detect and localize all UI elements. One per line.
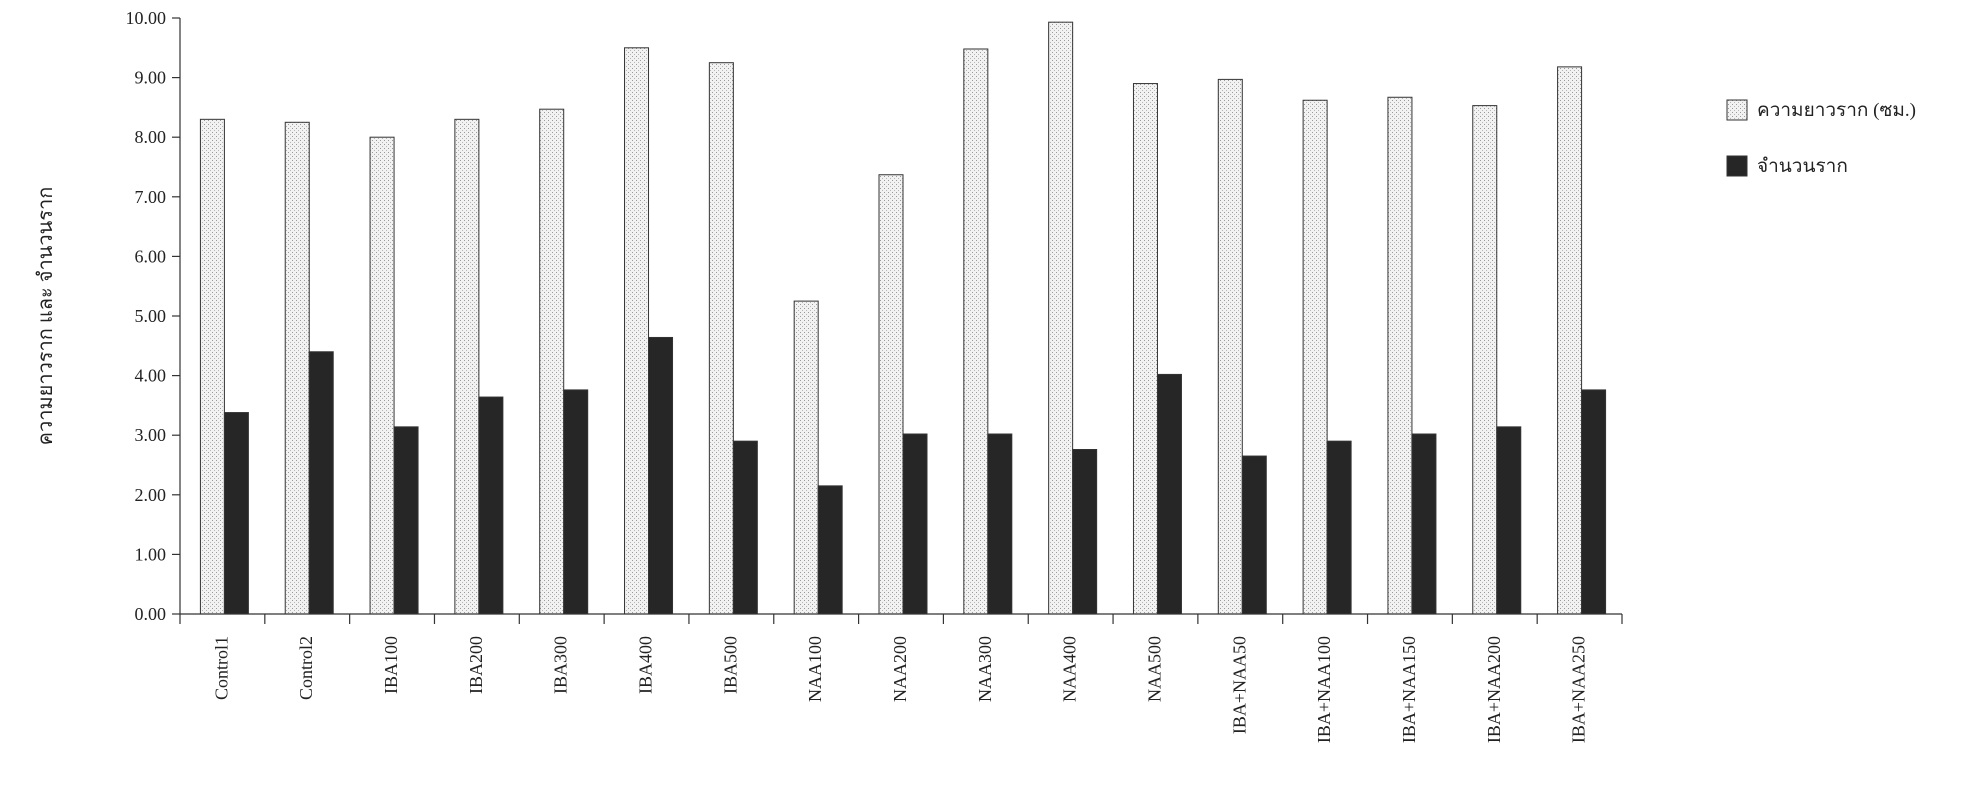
bar-root-count bbox=[563, 389, 589, 615]
x-tick-label: NAA400 bbox=[1060, 636, 1080, 702]
bar-root-length bbox=[1387, 96, 1413, 615]
bar-root-count bbox=[478, 396, 504, 615]
bar-root-length bbox=[1557, 66, 1583, 615]
x-tick-label: NAA100 bbox=[805, 636, 825, 702]
y-axis-title: ความยาวราก และ จำนวนราก bbox=[35, 187, 57, 446]
x-tick-label: IBA+NAA150 bbox=[1399, 636, 1419, 743]
y-tick-label: 1.00 bbox=[135, 544, 167, 564]
bar-root-count bbox=[393, 426, 419, 615]
x-tick-label: IBA400 bbox=[636, 636, 656, 694]
x-tick-label: IBA+NAA200 bbox=[1484, 636, 1504, 743]
bar-root-length bbox=[1048, 21, 1074, 615]
bar-root-length bbox=[963, 48, 989, 615]
x-tick-label: IBA+NAA250 bbox=[1569, 636, 1589, 743]
bar-root-length bbox=[199, 118, 225, 615]
x-tick-label: IBA200 bbox=[466, 636, 486, 694]
bar-root-length bbox=[708, 62, 734, 615]
y-tick-label: 4.00 bbox=[135, 366, 167, 386]
bar-root-length bbox=[1132, 83, 1158, 615]
x-tick-label: NAA200 bbox=[890, 636, 910, 702]
legend-label: จำนวนราก bbox=[1757, 156, 1848, 177]
bar-root-count bbox=[817, 485, 843, 615]
y-tick-label: 9.00 bbox=[135, 68, 167, 88]
y-tick-label: 8.00 bbox=[135, 127, 167, 147]
bar-root-count bbox=[1581, 389, 1607, 615]
y-tick-label: 5.00 bbox=[135, 306, 167, 326]
y-tick-label: 2.00 bbox=[135, 485, 167, 505]
y-tick-label: 7.00 bbox=[135, 187, 167, 207]
bar-root-length bbox=[624, 47, 650, 615]
x-tick-label: NAA300 bbox=[975, 636, 995, 702]
y-tick-label: 0.00 bbox=[135, 604, 167, 624]
bar-root-count bbox=[1241, 455, 1267, 615]
bar-root-count bbox=[732, 440, 758, 615]
x-tick-label: IBA300 bbox=[551, 636, 571, 694]
bar-root-count bbox=[902, 433, 928, 615]
x-tick-label: IBA100 bbox=[381, 636, 401, 694]
x-tick-label: IBA+NAA100 bbox=[1314, 636, 1334, 743]
bar-root-count bbox=[1496, 426, 1522, 615]
bar-root-length bbox=[878, 174, 904, 615]
x-tick-label: Control1 bbox=[211, 636, 231, 700]
y-tick-label: 6.00 bbox=[135, 246, 167, 266]
legend-swatch-root-length bbox=[1726, 99, 1748, 121]
legend-label: ความยาวราก (ซม.) bbox=[1757, 100, 1916, 121]
bar-root-count bbox=[1156, 373, 1182, 615]
x-tick-label: Control2 bbox=[296, 636, 316, 700]
bar-root-length bbox=[1217, 78, 1243, 615]
bar-root-length bbox=[793, 300, 819, 615]
bar-root-count bbox=[987, 433, 1013, 615]
bar-root-length bbox=[284, 121, 310, 615]
bar-root-length bbox=[1472, 105, 1498, 615]
bar-root-count bbox=[1072, 449, 1098, 615]
x-tick-label: IBA+NAA50 bbox=[1229, 636, 1249, 734]
bar-root-count bbox=[1411, 433, 1437, 615]
y-tick-label: 10.00 bbox=[126, 8, 167, 28]
bar-root-length bbox=[1302, 99, 1328, 615]
x-tick-label: NAA500 bbox=[1144, 636, 1164, 702]
bar-root-count bbox=[1326, 440, 1352, 615]
x-tick-label: IBA500 bbox=[720, 636, 740, 694]
bar-root-length bbox=[369, 136, 395, 615]
y-tick-label: 3.00 bbox=[135, 425, 167, 445]
legend-swatch-root-count bbox=[1726, 155, 1748, 177]
bar-root-count bbox=[223, 412, 249, 615]
bar-root-count bbox=[308, 351, 334, 615]
bar-root-length bbox=[539, 108, 565, 615]
bar-root-length bbox=[454, 118, 480, 615]
bar-root-count bbox=[648, 336, 674, 615]
